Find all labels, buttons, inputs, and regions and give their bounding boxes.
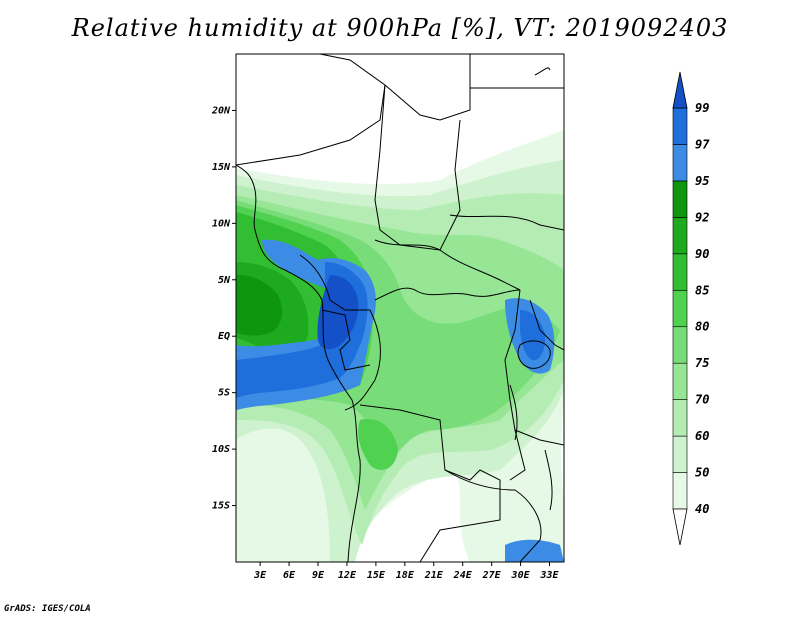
colorbar-box-95 — [672, 144, 688, 182]
colorbar-label: 50 — [695, 466, 709, 480]
country-borders — [236, 54, 564, 562]
lon-tick-label: 33E — [539, 570, 559, 581]
lon-tick-label: 3E — [253, 570, 267, 581]
colorbar-box-75 — [672, 326, 688, 364]
lat-tick-label: 10N — [212, 218, 231, 229]
lat-tick-label: EQ — [218, 331, 230, 342]
lat-tick-label: 15N — [212, 162, 231, 173]
rh-97-region — [236, 262, 368, 398]
colorbar-box-80 — [672, 289, 688, 328]
lon-tick-label: 27E — [482, 570, 502, 581]
colorbar-label: 90 — [695, 247, 709, 261]
colorbar-label: 60 — [695, 429, 709, 443]
lat-tick-label: 15S — [212, 501, 230, 512]
border-sahel — [236, 54, 386, 166]
longitude-axis: 3E 6E 9E 12E 15E 18E 21E 24E 27E 30E 33E — [253, 562, 560, 581]
rh-92-region — [236, 274, 283, 336]
grads-credit: GrADS: IGES/COLA — [4, 604, 91, 614]
lon-tick-label: 15E — [367, 570, 386, 581]
border-tanzania — [514, 429, 564, 446]
colorbar-box-97 — [672, 107, 688, 145]
rh-95-southeast-patch — [505, 539, 564, 562]
rh-80-southwest-patch — [358, 419, 398, 470]
border-gabon — [321, 309, 371, 371]
lon-tick-label: 9E — [312, 570, 325, 581]
lake-tanganyika — [509, 384, 518, 441]
rh-97-east-patch — [520, 310, 546, 361]
colorbar-box-90 — [672, 217, 688, 255]
colorbar-lower-arrow — [672, 508, 688, 546]
border-libya — [384, 54, 471, 121]
colorbar-label: 97 — [695, 137, 710, 151]
colorbar-box-92 — [672, 180, 688, 218]
colorbar-label: 95 — [695, 174, 709, 188]
border-cameroon — [299, 254, 370, 311]
lat-tick-label: 20N — [211, 105, 231, 116]
colorbar-box-60 — [672, 399, 688, 437]
red-sea-coast — [534, 67, 551, 76]
lake-malawi — [544, 449, 553, 511]
border-kenya-uganda — [529, 299, 564, 351]
border-drc-east — [504, 289, 526, 481]
colorbar-label: 40 — [695, 502, 709, 516]
humidity-shading — [236, 130, 564, 562]
lon-tick-label: 18E — [396, 570, 415, 581]
border-sudan-ss — [449, 214, 564, 231]
colorbar-upper-arrow — [672, 71, 688, 109]
map-frame — [235, 53, 565, 563]
coastline — [236, 164, 361, 562]
colorbar-label: 99 — [695, 101, 709, 115]
map-panel: 20N 15N 10N 5N EQ 5S 10S 15S 3E 6E 9E 12E 15E 18E 21E… — [211, 53, 565, 581]
latitude-axis: 20N 15N 10N 5N EQ 5S 10S 15S — [211, 105, 236, 512]
border-drc-west — [344, 309, 381, 411]
lon-tick-label: 30E — [511, 570, 531, 581]
lat-tick-label: 5N — [218, 275, 231, 286]
colorbar-box-50 — [672, 435, 688, 473]
colorbar-label: 75 — [695, 356, 709, 370]
border-angola — [359, 404, 501, 562]
lat-tick-label: 10S — [212, 444, 230, 455]
colorbar-box-85 — [672, 253, 688, 291]
map-title: Relative humidity at 900hPa [%], VT: 201… — [71, 14, 729, 42]
lake-victoria — [517, 340, 551, 369]
lon-tick-label: 6E — [283, 570, 296, 581]
colorbar: 40 50 60 70 75 80 85 90 92 95 97 99 — [672, 71, 710, 546]
lat-tick-label: 5S — [218, 388, 230, 399]
colorbar-label: 85 — [695, 283, 709, 297]
border-zambia — [444, 469, 542, 562]
border-car — [374, 239, 521, 291]
lon-tick-label: 21E — [424, 570, 444, 581]
lon-tick-label: 12E — [338, 570, 357, 581]
colorbar-label: 70 — [695, 393, 709, 407]
colorbar-box-40 — [672, 472, 688, 510]
lon-tick-label: 24E — [453, 570, 473, 581]
border-drc-north — [374, 287, 521, 301]
colorbar-label: 80 — [695, 320, 709, 334]
colorbar-box-70 — [672, 362, 688, 400]
colorbar-label: 92 — [695, 210, 709, 224]
